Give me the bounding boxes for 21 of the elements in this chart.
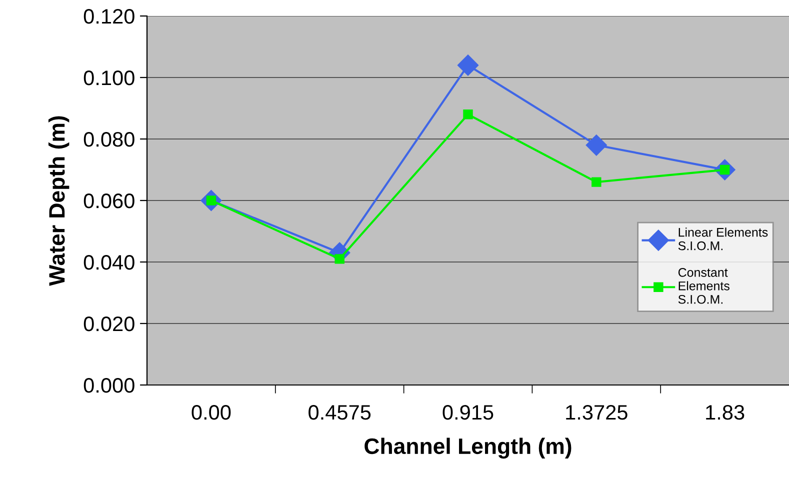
y-tick-label: 0.020: [84, 316, 134, 332]
point: [592, 177, 602, 187]
x-tick-label: 0.915: [442, 404, 494, 420]
y-tick-label: 0.100: [84, 70, 134, 86]
x-tick-label: 0.00: [192, 404, 231, 420]
x-tick-label: 1.3725: [566, 404, 628, 420]
y-tick-label: 0.000: [84, 378, 134, 393]
y-tick-label: 0.120: [84, 9, 134, 24]
x-axis-title: Channel Length (m): [364, 438, 572, 459]
legend-label: Constant Elements S.I.O.M.: [678, 268, 730, 304]
y-tick-label: 0.040: [84, 255, 134, 270]
x-tick-label: 1.83: [706, 404, 744, 420]
point: [463, 110, 473, 120]
point: [334, 254, 344, 264]
y-tick-label: 0.080: [84, 132, 134, 147]
legend-label: Linear Elements S.I.O.M.: [678, 228, 768, 250]
x-tick-label: 0.4575: [308, 404, 371, 420]
y-axis-title: Water Depth (m): [48, 116, 70, 286]
y-tick-label: 0.060: [84, 194, 134, 208]
point: [586, 134, 607, 156]
point: [457, 54, 479, 76]
